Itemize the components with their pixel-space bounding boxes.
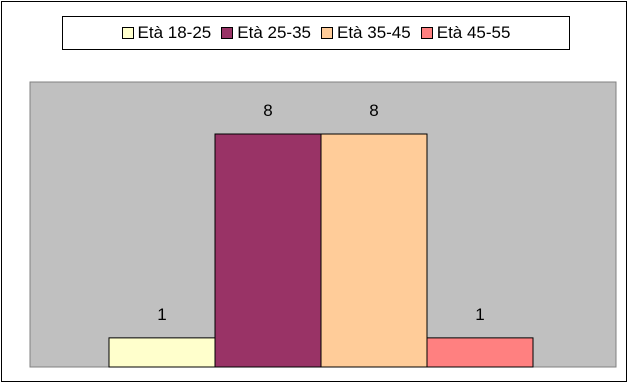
bar-1 [108,337,216,368]
legend-item-eta-18-25: Età 18-25 [121,23,212,43]
data-label-1: 1 [157,305,166,324]
bar-2 [214,133,322,368]
legend-label-eta-45-55: Età 45-55 [436,23,511,42]
legend-label-eta-25-35: Età 25-35 [237,23,311,42]
legend-swatch-eta-45-55 [420,27,433,39]
legend-swatch-eta-18-25 [121,27,134,39]
legend-label-eta-35-45: Età 35-45 [337,23,411,42]
data-label-3: 8 [369,101,378,120]
chart-legend: Età 18-25 Età 25-35 Età 35-45 Età 45-55 [62,16,570,50]
data-label-4: 1 [475,305,484,324]
legend-swatch-eta-35-45 [321,27,333,39]
legend-item-eta-45-55: Età 45-55 [420,23,511,43]
legend-item-eta-35-45: Età 35-45 [321,23,411,43]
data-label-2: 8 [263,101,272,120]
legend-label-eta-18-25: Età 18-25 [137,23,212,42]
legend-item-eta-25-35: Età 25-35 [221,23,311,43]
legend-swatch-eta-25-35 [221,27,234,39]
bar-4 [426,337,534,368]
bar-3 [320,133,428,368]
